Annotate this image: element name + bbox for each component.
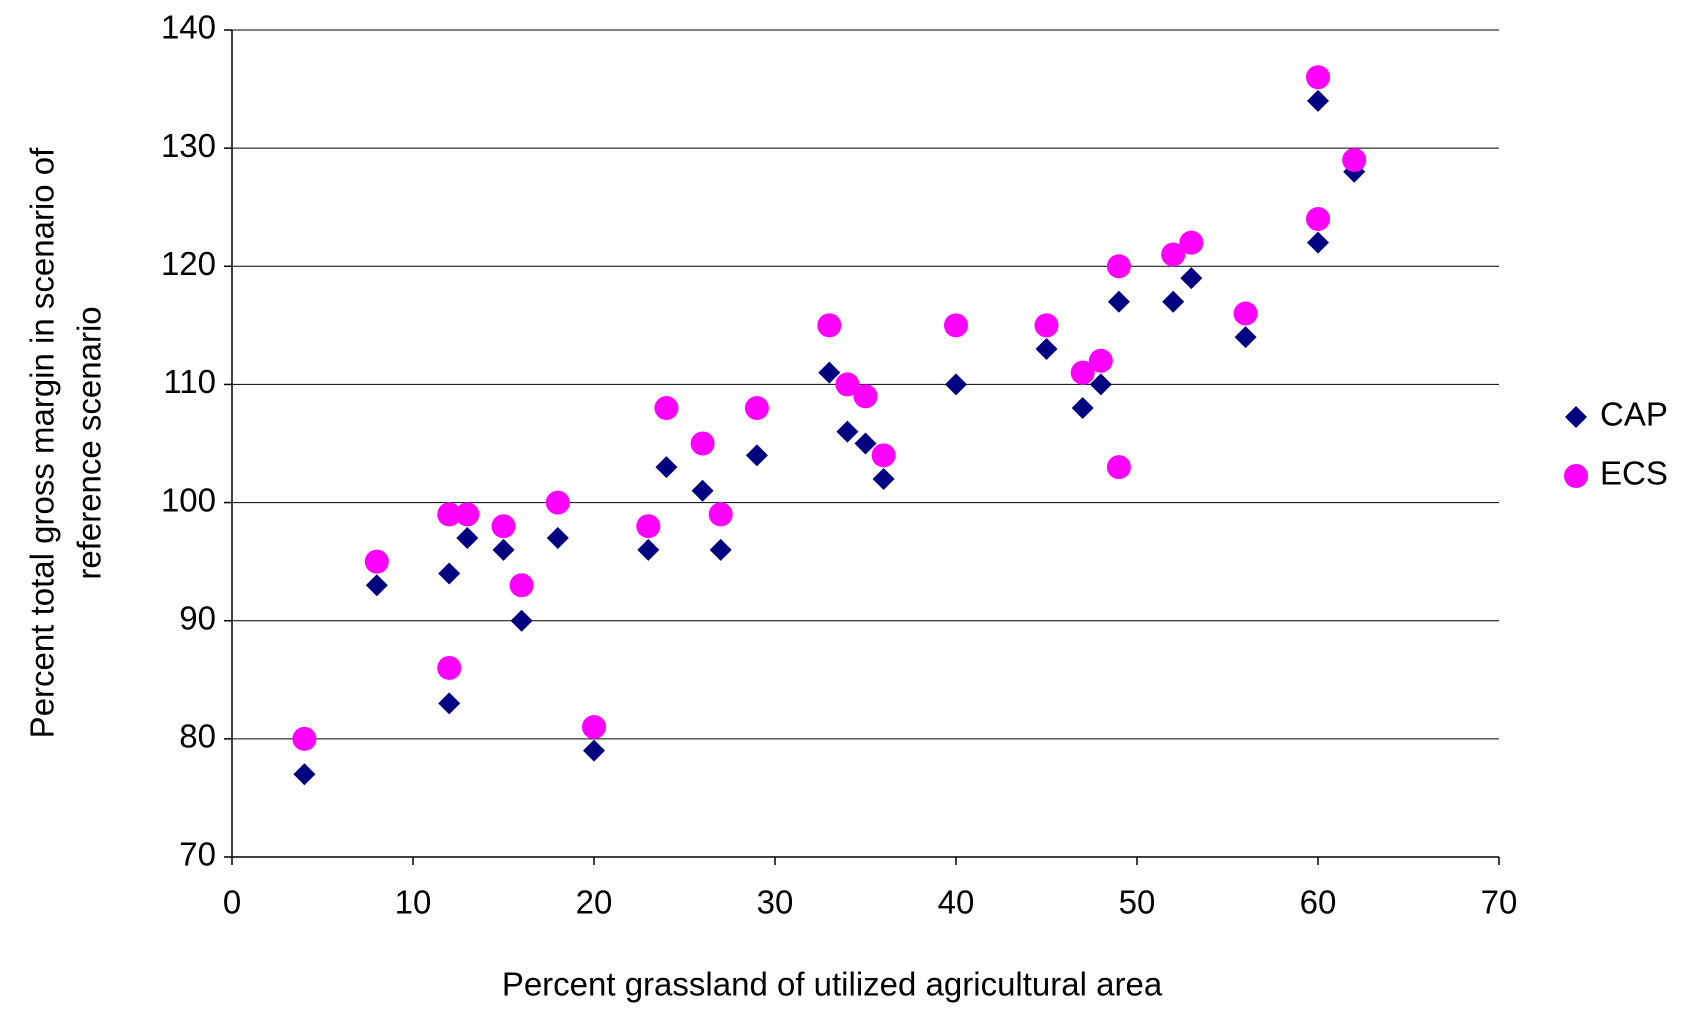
diamond-marker xyxy=(583,739,605,762)
circle-marker xyxy=(1306,207,1330,232)
diamond-marker xyxy=(1307,231,1329,254)
diamond-marker xyxy=(872,467,895,490)
diamond-marker xyxy=(1180,267,1203,290)
circle-marker xyxy=(491,514,516,539)
circle-marker xyxy=(636,514,661,539)
y-tick-label: 100 xyxy=(161,481,216,518)
legend-label: CAP xyxy=(1600,396,1668,433)
circle-marker xyxy=(1233,301,1258,326)
diamond-marker xyxy=(1035,337,1058,360)
diamond-marker xyxy=(745,444,768,467)
diamond-marker xyxy=(1089,373,1112,396)
diamond-marker xyxy=(854,432,877,455)
x-tick-label: 10 xyxy=(395,884,432,921)
circle-marker xyxy=(817,313,842,338)
circle-marker xyxy=(1106,455,1131,480)
circle-marker xyxy=(1106,254,1131,279)
diamond-marker xyxy=(818,361,841,384)
x-tick-label: 20 xyxy=(576,884,613,921)
circle-marker xyxy=(690,431,715,456)
diamond-marker xyxy=(438,562,461,585)
diamond-marker xyxy=(492,538,515,561)
diamond-marker xyxy=(655,456,678,479)
x-tick-label: 50 xyxy=(1119,884,1156,921)
circle-marker xyxy=(654,396,679,421)
diamond-marker xyxy=(836,420,859,443)
circle-marker xyxy=(292,726,317,751)
diamond-marker xyxy=(365,574,388,597)
circle-marker xyxy=(437,655,462,680)
circle-marker xyxy=(744,396,769,421)
x-tick-label: 70 xyxy=(1481,884,1518,921)
x-tick-label: 60 xyxy=(1300,884,1337,921)
circle-marker xyxy=(1088,348,1113,373)
diamond-marker xyxy=(456,527,479,550)
y-axis-label: reference scenario xyxy=(71,306,108,579)
diamond-marker xyxy=(1107,290,1130,313)
circle-marker xyxy=(1034,313,1059,338)
y-tick-label: 120 xyxy=(161,245,216,282)
x-axis-label: Percent grassland of utilized agricultur… xyxy=(502,966,1163,1003)
diamond-marker xyxy=(1162,290,1185,313)
circle-marker xyxy=(1161,242,1186,267)
diamond-marker xyxy=(438,692,461,715)
legend-label: ECS xyxy=(1600,455,1668,492)
circle-marker xyxy=(1564,464,1588,488)
y-axis-label: Percent total gross margin in scenario o… xyxy=(24,147,61,738)
circle-marker xyxy=(1342,147,1367,172)
diamond-marker xyxy=(546,527,569,550)
circle-marker xyxy=(455,502,480,527)
y-tick-label: 90 xyxy=(179,599,216,636)
circle-marker xyxy=(1306,65,1330,90)
circle-marker xyxy=(582,715,606,740)
diamond-marker xyxy=(945,373,967,396)
circle-marker xyxy=(364,549,389,574)
circle-marker xyxy=(545,490,570,515)
circle-marker xyxy=(437,502,462,527)
circle-marker xyxy=(1179,230,1204,255)
diamond-marker xyxy=(510,609,533,632)
diamond-marker xyxy=(293,763,316,786)
circle-marker xyxy=(835,372,860,397)
circle-marker xyxy=(509,573,534,598)
circle-marker xyxy=(708,502,733,527)
diamond-marker xyxy=(1307,89,1329,112)
x-tick-label: 40 xyxy=(938,884,975,921)
x-tick-label: 30 xyxy=(757,884,794,921)
x-tick-label: 0 xyxy=(223,884,241,921)
circle-marker xyxy=(1070,360,1095,385)
diamond-marker xyxy=(1234,326,1257,349)
diamond-marker xyxy=(1565,406,1587,428)
diamond-marker xyxy=(691,479,714,502)
y-tick-label: 70 xyxy=(179,836,216,873)
circle-marker xyxy=(871,443,896,468)
circle-marker xyxy=(853,384,878,409)
diamond-marker xyxy=(637,538,660,561)
y-tick-label: 130 xyxy=(161,127,216,164)
y-tick-label: 140 xyxy=(161,9,216,46)
diamond-marker xyxy=(709,538,732,561)
circle-marker xyxy=(944,313,968,338)
y-tick-label: 80 xyxy=(179,718,216,755)
diamond-marker xyxy=(1071,397,1094,420)
y-tick-label: 110 xyxy=(163,363,216,400)
